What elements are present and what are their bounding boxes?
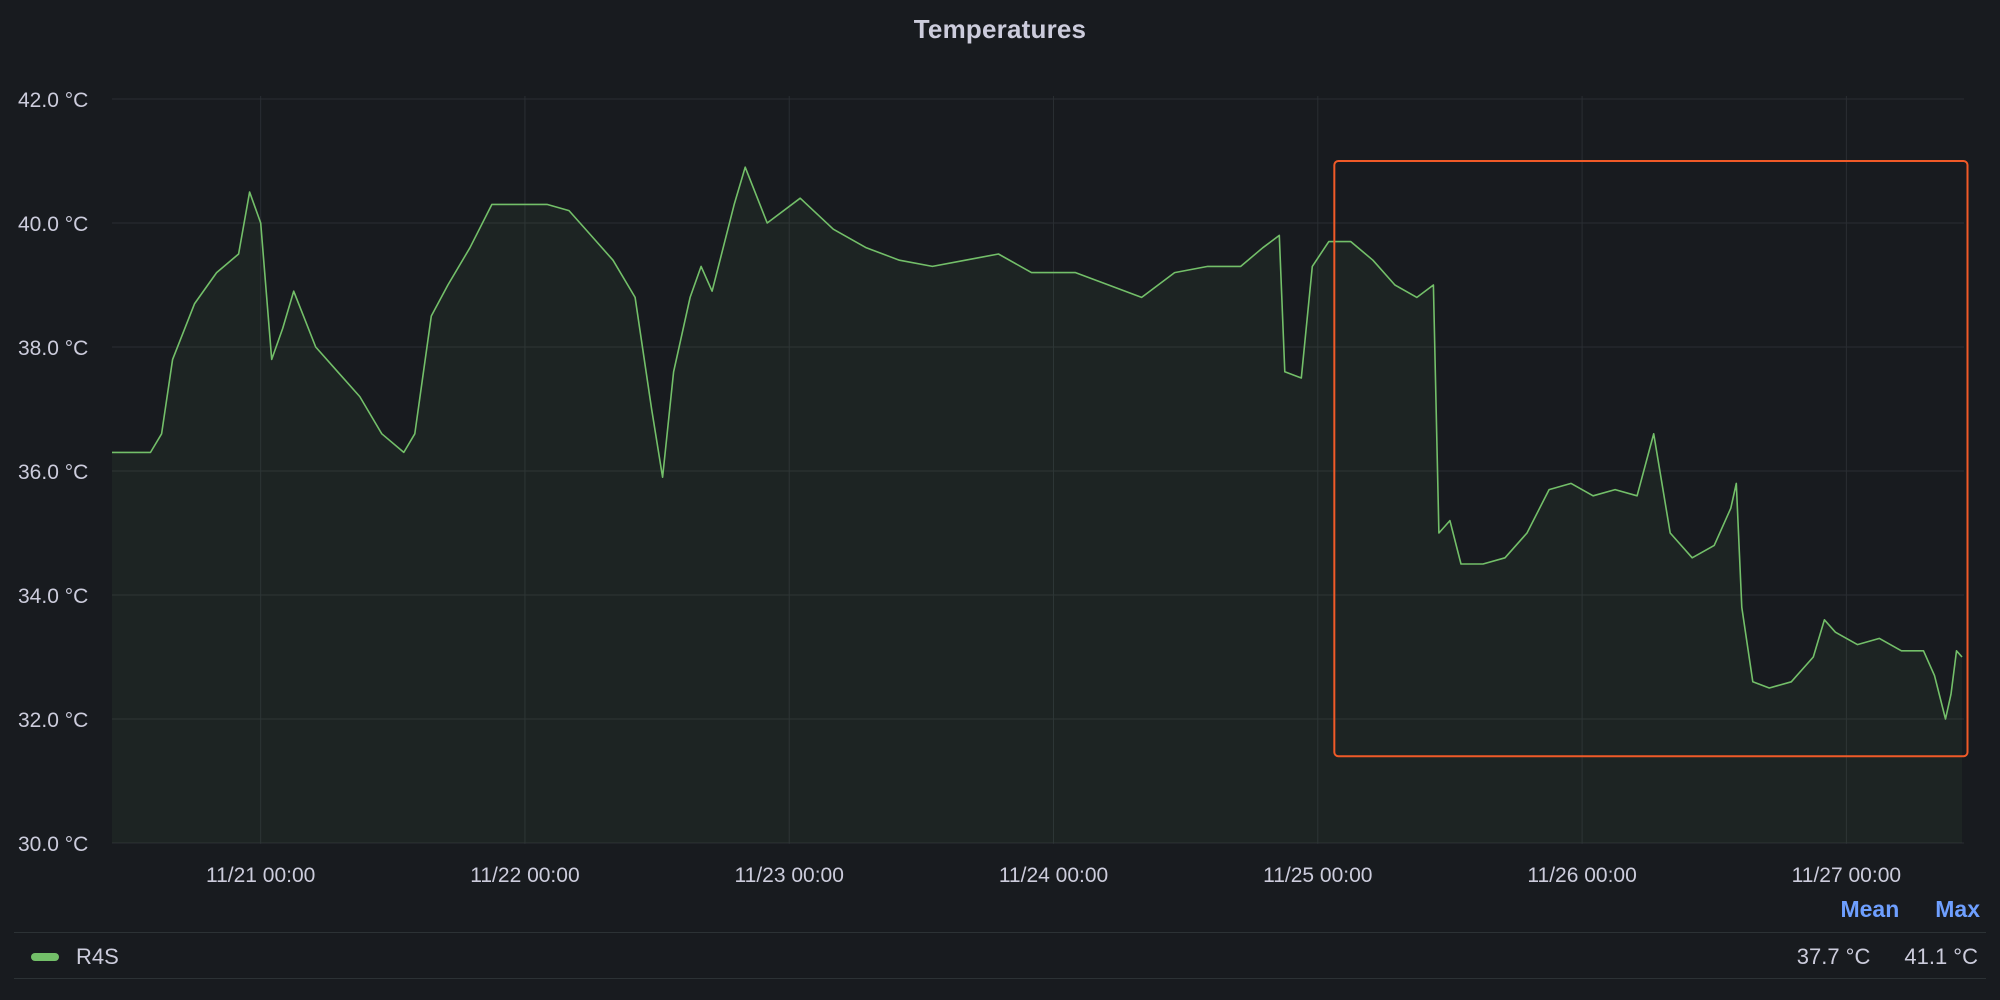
legend-mean-value: 37.7 °C <box>1796 944 1871 969</box>
legend-column-max[interactable]: Max <box>1935 896 1980 922</box>
legend-row[interactable]: R4S 37.7 °C 41.1 °C <box>14 937 1986 977</box>
series-line-r4s[interactable] <box>112 166 1963 720</box>
x-tick-label: 11/23 00:00 <box>735 864 844 887</box>
panel-title[interactable]: Temperatures <box>913 14 1087 44</box>
legend-max-value: 41.1 °C <box>1904 944 1978 969</box>
y-tick-label: 40.0 °C <box>18 213 88 236</box>
y-tick-label: 30.0 °C <box>18 833 88 856</box>
y-axis: 30.0 °C 32.0 °C 34.0 °C 36.0 °C 38.0 °C 40.0 … <box>18 89 88 856</box>
x-tick-label: 11/26 00:00 <box>1527 864 1636 887</box>
y-tick-label: 38.0 °C <box>18 337 88 360</box>
x-tick-label: 11/25 00:00 <box>1263 864 1372 887</box>
chart-annotations <box>1333 160 1969 758</box>
series-fill <box>112 167 1962 843</box>
x-tick-label: 11/27 00:00 <box>1792 864 1901 887</box>
y-tick-label: 36.0 °C <box>18 461 88 484</box>
x-tick-label: 11/21 00:00 <box>206 864 315 887</box>
chart-series-area <box>112 166 1963 843</box>
y-tick-label: 34.0 °C <box>18 585 88 608</box>
legend-column-mean[interactable]: Mean <box>1840 896 1900 922</box>
legend-divider-top <box>14 932 1986 933</box>
highlight-box <box>1333 160 1969 758</box>
x-tick-label: 11/22 00:00 <box>470 864 579 887</box>
y-tick-label: 42.0 °C <box>18 89 88 112</box>
y-tick-label: 32.0 °C <box>18 709 88 732</box>
x-axis: 11/21 00:00 11/22 00:00 11/23 00:00 11/24 0… <box>206 864 1901 887</box>
x-tick-label: 11/24 00:00 <box>999 864 1108 887</box>
legend-header: Mean Max <box>1840 896 1980 926</box>
legend-swatch <box>31 953 59 961</box>
legend-series-name[interactable]: R4S <box>76 944 119 969</box>
legend-divider-bottom <box>14 978 1986 979</box>
